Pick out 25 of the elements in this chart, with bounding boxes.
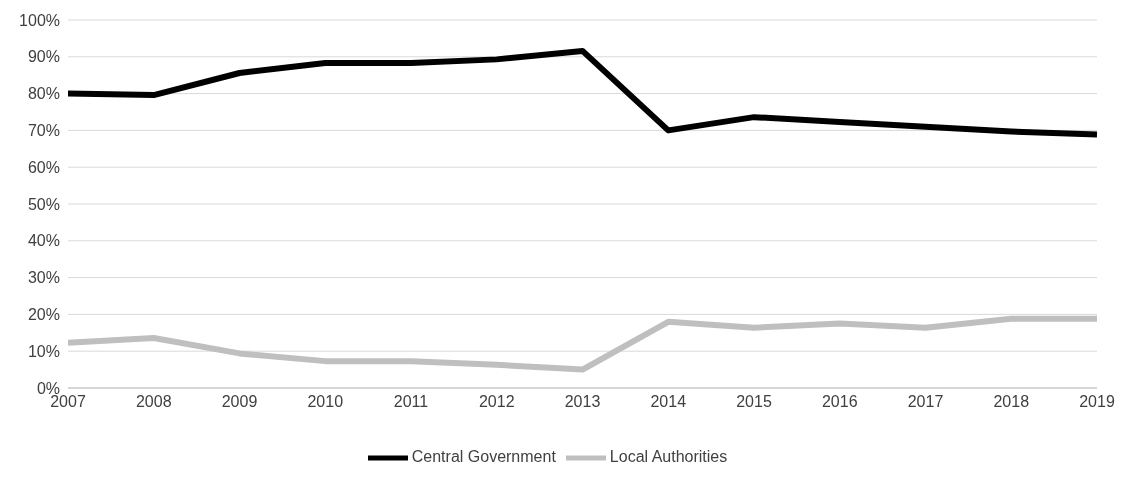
y-tick-label: 90% [27,48,60,66]
y-tick-label: 10% [27,342,60,360]
y-tick-label: 30% [27,269,60,287]
legend-label: Local Authorities [609,448,728,466]
y-tick-label: 100% [19,11,60,29]
x-tick-label: 2019 [1079,393,1115,411]
x-tick-label: 2010 [307,393,344,411]
y-tick-label: 80% [27,85,60,103]
legend-label: Central Government [411,448,556,466]
x-tick-label: 2008 [135,393,172,411]
x-tick-label: 2016 [821,393,858,411]
x-tick-label: 2009 [221,393,258,411]
x-tick-label: 2017 [907,393,944,411]
x-tick-label: 2007 [50,393,86,411]
x-tick-label: 2012 [478,393,515,411]
x-tick-label: 2014 [650,393,687,411]
x-tick-label: 2013 [564,393,601,411]
y-tick-label: 60% [27,158,60,176]
y-tick-label: 70% [27,122,60,140]
y-tick-label: 50% [27,195,60,213]
x-tick-label: 2015 [736,393,772,411]
y-tick-label: 20% [27,306,60,324]
y-tick-label: 40% [27,232,60,250]
x-tick-label: 2018 [993,393,1030,411]
x-tick-label: 2011 [393,393,429,411]
